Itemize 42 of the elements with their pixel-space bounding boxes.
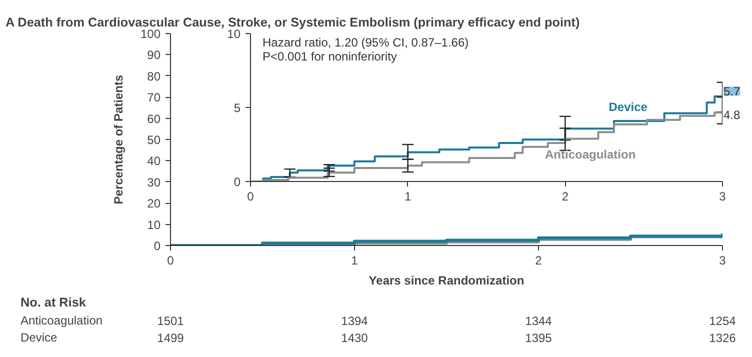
series-label: Device — [608, 100, 648, 114]
text: 1430 — [341, 331, 368, 345]
y-tick-label: 60 — [147, 112, 161, 126]
annotation: Hazard ratio, 1.20 (95% CI, 0.87–1.66) — [262, 36, 469, 50]
series-label: Anticoagulation — [545, 148, 636, 162]
x-axis-title: Years since Randomization — [368, 274, 524, 288]
y-tick-label: 50 — [147, 133, 161, 147]
text: 1395 — [525, 331, 552, 345]
y-tick-label: 90 — [147, 48, 161, 62]
y-axis-title: Percentage of Patients — [111, 74, 126, 204]
text: No. at Risk — [20, 296, 87, 310]
annotation: P<0.001 for noninferiority — [262, 50, 397, 64]
annotation: 4.8 — [724, 108, 741, 122]
text: 1499 — [157, 331, 184, 345]
y-tick-label: 20 — [147, 196, 161, 211]
x-tick-label: 2 — [535, 254, 542, 268]
y-tick-label: 80 — [147, 69, 161, 84]
text: 1326 — [709, 331, 736, 345]
x-tick-label: 0 — [247, 190, 254, 204]
y-tick-label: 0 — [234, 175, 241, 189]
y-tick-label: 0 — [154, 239, 161, 253]
text: 1501 — [157, 314, 184, 328]
text: 1394 — [341, 314, 368, 328]
y-tick-label: 10 — [147, 218, 161, 232]
y-tick-label: 100 — [140, 27, 161, 41]
y-tick-label: 10 — [227, 27, 241, 41]
x-tick-label: 1 — [351, 254, 358, 268]
x-tick-label: 0 — [167, 254, 174, 268]
x-tick-label: 3 — [719, 254, 726, 268]
text: 1254 — [709, 314, 736, 328]
text: 1344 — [525, 314, 552, 328]
y-tick-label: 70 — [147, 90, 161, 105]
x-tick-label: 2 — [562, 190, 569, 204]
y-tick-label: 40 — [147, 154, 161, 168]
x-tick-label: 1 — [404, 190, 412, 204]
text: Device — [20, 330, 58, 344]
y-tick-label: 30 — [147, 175, 161, 190]
text: Anticoagulation — [20, 314, 103, 328]
y-tick-label: 5 — [234, 101, 241, 115]
x-tick-label: 3 — [719, 190, 726, 204]
annotation: 5.7 — [724, 84, 741, 99]
chart-title: A Death from Cardiovascular Cause, Stroke, or Systemic Embolism (primary efficacy end point) — [6, 16, 580, 30]
